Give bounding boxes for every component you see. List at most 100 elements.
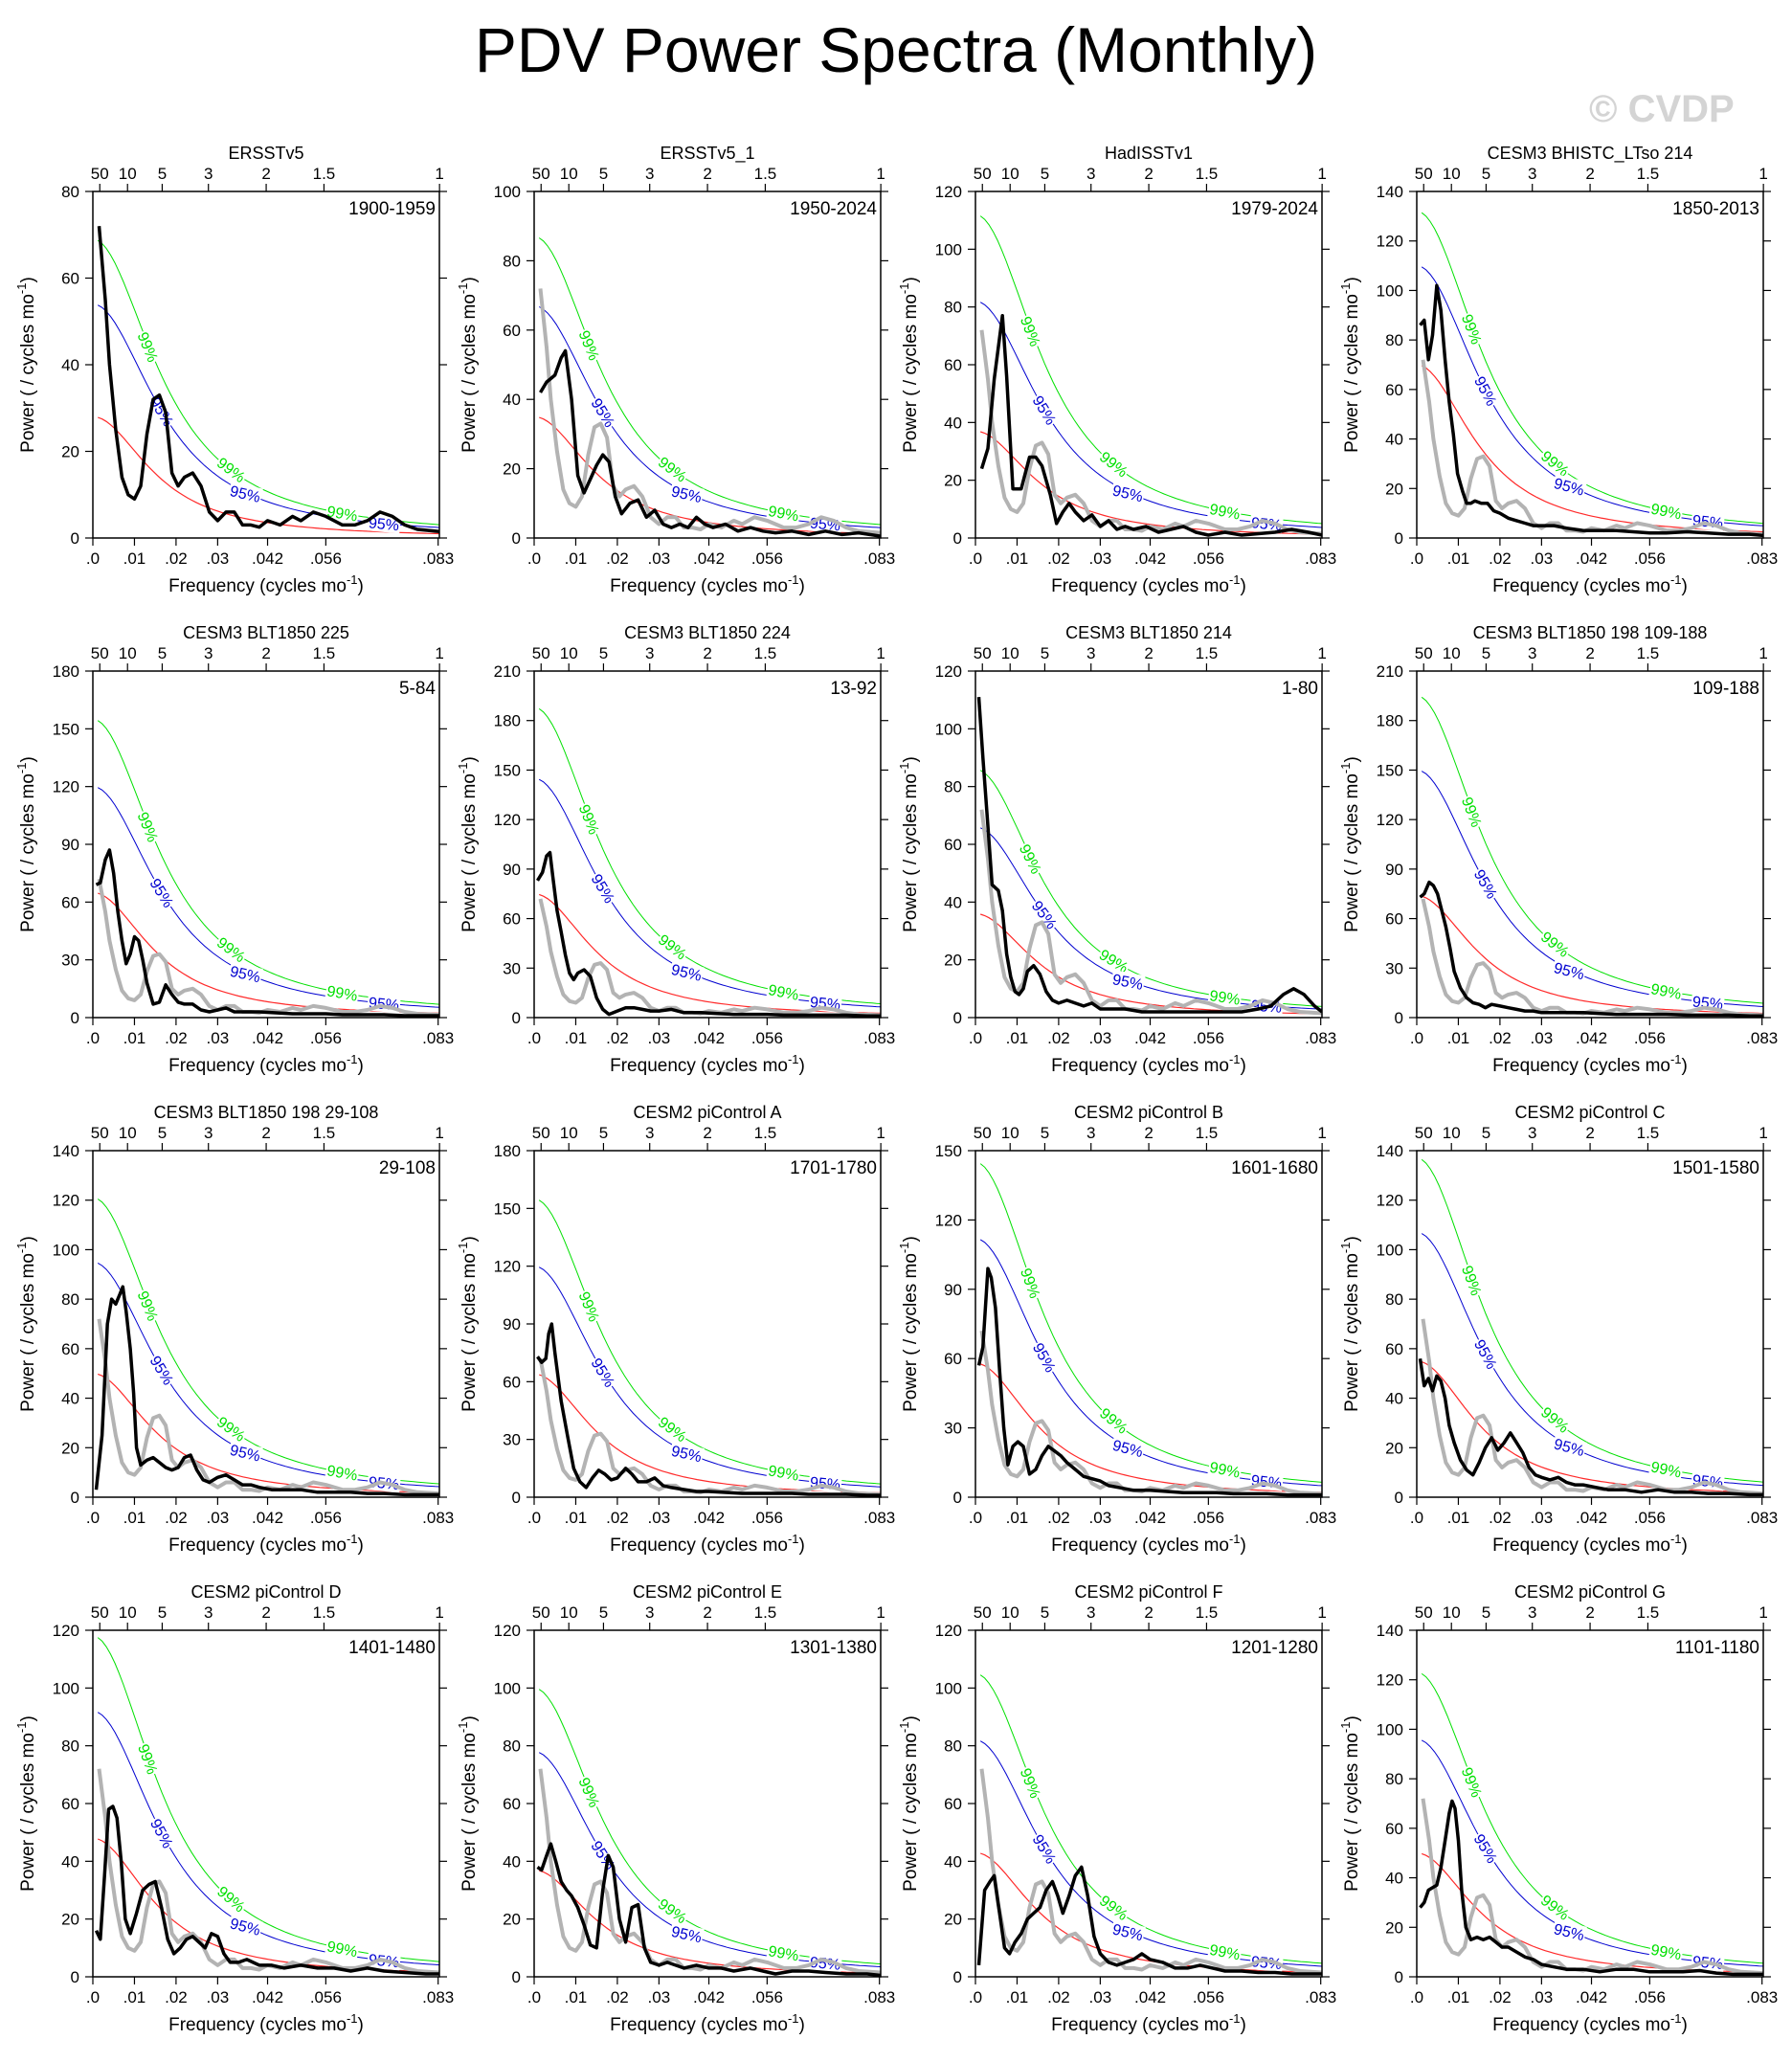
y-tick-label: 100 (494, 1679, 521, 1697)
x-tick-label: .083 (1746, 549, 1778, 568)
top-tick-label: 5 (599, 1603, 608, 1622)
y-tick-label: 100 (1377, 1720, 1403, 1738)
y-tick-label: 60 (61, 270, 79, 288)
panel-years: 1101-1180 (1675, 1638, 1759, 1658)
x-tick-label: .02 (1047, 549, 1070, 568)
y-tick-label: 120 (1377, 811, 1403, 829)
top-tick-label: 3 (1086, 1124, 1095, 1142)
top-tick-label: 1 (1317, 1603, 1326, 1622)
x-tick-label: .0 (527, 1509, 541, 1527)
x-tick-label: .0 (86, 1029, 100, 1047)
y-tick-label: 60 (944, 1795, 962, 1813)
y-tick-label: 20 (944, 1911, 962, 1929)
ci95-label: 95% (1110, 1921, 1144, 1944)
x-tick-label: .01 (1006, 1029, 1029, 1047)
x-axis-title: Frequency (cycles mo-1) (1492, 1532, 1688, 1556)
top-tick-label: 10 (1443, 1124, 1461, 1142)
ci95-label: 95% (669, 962, 703, 985)
panel-years: 5-84 (399, 679, 436, 699)
x-axis-title: Frequency (cycles mo-1) (1492, 572, 1688, 596)
x-tick-label: .01 (1447, 549, 1470, 568)
observed-spectrum-line (979, 809, 1322, 1016)
panel-years: 1401-1480 (348, 1638, 436, 1658)
top-tick-label: 50 (974, 1124, 992, 1142)
y-axis-title: Power ( / cycles mo-1) (456, 1715, 480, 1892)
x-tick-label: .042 (693, 549, 725, 568)
top-tick-label: 5 (599, 165, 608, 183)
x-tick-label: .02 (165, 1029, 188, 1047)
y-axis-title: Power ( / cycles mo-1) (1338, 1236, 1362, 1412)
x-tick-label: .01 (1447, 1509, 1470, 1527)
spectrum-panel: 99%99%99%95%95%95%020406080100120.0.01.0… (456, 1582, 895, 2035)
ci99-label: 99% (767, 1463, 800, 1484)
y-tick-label: 40 (61, 356, 79, 374)
power-spectrum-line (976, 696, 1322, 1014)
y-axis-title: Power ( / cycles mo-1) (456, 756, 480, 932)
x-tick-label: .01 (123, 1988, 146, 2006)
y-axis-title: Power ( / cycles mo-1) (1338, 756, 1362, 932)
ci95-label: 95% (1552, 476, 1585, 500)
x-tick-label: .01 (565, 549, 588, 568)
x-tick-label: .042 (693, 1029, 725, 1047)
top-tick-label: 1 (1758, 1124, 1767, 1142)
top-tick-label: 3 (1528, 644, 1536, 662)
top-tick-label: 5 (1482, 165, 1490, 183)
ci95-label: 95% (228, 1916, 261, 1939)
top-tick-label: 2 (1585, 644, 1594, 662)
x-tick-label: .03 (1089, 1988, 1112, 2006)
y-tick-label: 0 (512, 1968, 521, 1986)
y-tick-label: 0 (1395, 1489, 1403, 1507)
x-tick-label: .042 (1134, 1509, 1166, 1527)
ci99-label: 99% (1458, 312, 1484, 347)
panel-years: 1701-1780 (790, 1158, 877, 1178)
top-tick-label: 2 (261, 1603, 270, 1622)
x-tick-label: .042 (1134, 549, 1166, 568)
ci99-label: 99% (325, 1463, 359, 1484)
x-tick-label: .03 (1089, 1029, 1112, 1047)
power-spectrum-line (536, 1322, 881, 1497)
x-tick-label: .042 (1576, 549, 1607, 568)
spectrum-panel: 99%99%99%95%95%95%020406080100120140.0.0… (1338, 1103, 1778, 1556)
x-tick-label: .03 (1089, 1509, 1112, 1527)
y-tick-label: 60 (61, 893, 79, 911)
top-tick-label: 3 (645, 1603, 654, 1622)
x-tick-label: .03 (648, 1509, 671, 1527)
x-tick-label: .0 (527, 1988, 541, 2006)
y-tick-label: 100 (935, 1679, 962, 1697)
y-tick-label: 140 (53, 1142, 79, 1160)
ci99-label: 99% (1016, 842, 1043, 877)
y-tick-label: 0 (1395, 529, 1403, 548)
power-spectrum-line (95, 848, 439, 1018)
top-tick-label: 1.5 (754, 165, 777, 183)
ci95-label: 95% (1110, 482, 1144, 505)
top-tick-label: 1.5 (313, 1124, 336, 1142)
top-tick-label: 1.5 (1637, 1124, 1660, 1142)
y-tick-label: 20 (1385, 1918, 1403, 1937)
panel-years: 1301-1380 (790, 1638, 877, 1658)
y-tick-label: 120 (494, 1258, 521, 1276)
x-tick-label: .056 (1193, 1509, 1224, 1527)
top-tick-label: 1.5 (1196, 644, 1219, 662)
panel-title: CESM3 BLT1850 225 (183, 623, 349, 642)
y-tick-label: 40 (503, 391, 521, 409)
y-axis-title: Power ( / cycles mo-1) (897, 277, 921, 453)
top-tick-label: 1 (435, 165, 443, 183)
top-tick-label: 5 (1041, 1603, 1049, 1622)
y-tick-label: 100 (494, 183, 521, 201)
x-tick-label: .03 (1531, 1988, 1554, 2006)
x-tick-label: .056 (1634, 1988, 1666, 2006)
y-tick-label: 120 (1377, 1671, 1403, 1690)
y-axis-title: Power ( / cycles mo-1) (14, 756, 38, 932)
plot-area: 99%99%99%95%95%95% (538, 237, 881, 538)
x-tick-label: .02 (1047, 1509, 1070, 1527)
panel-title: CESM2 piControl E (633, 1582, 782, 1602)
top-tick-label: 5 (1482, 1603, 1490, 1622)
power-spectrum-line (538, 348, 881, 538)
plot-area: 99%99%99%95%95%95% (97, 226, 439, 534)
x-tick-label: .02 (606, 1029, 629, 1047)
ci99-label: 99% (575, 802, 602, 837)
y-tick-label: 100 (935, 720, 962, 738)
y-tick-label: 60 (1385, 910, 1403, 929)
x-tick-label: .083 (863, 1988, 895, 2006)
